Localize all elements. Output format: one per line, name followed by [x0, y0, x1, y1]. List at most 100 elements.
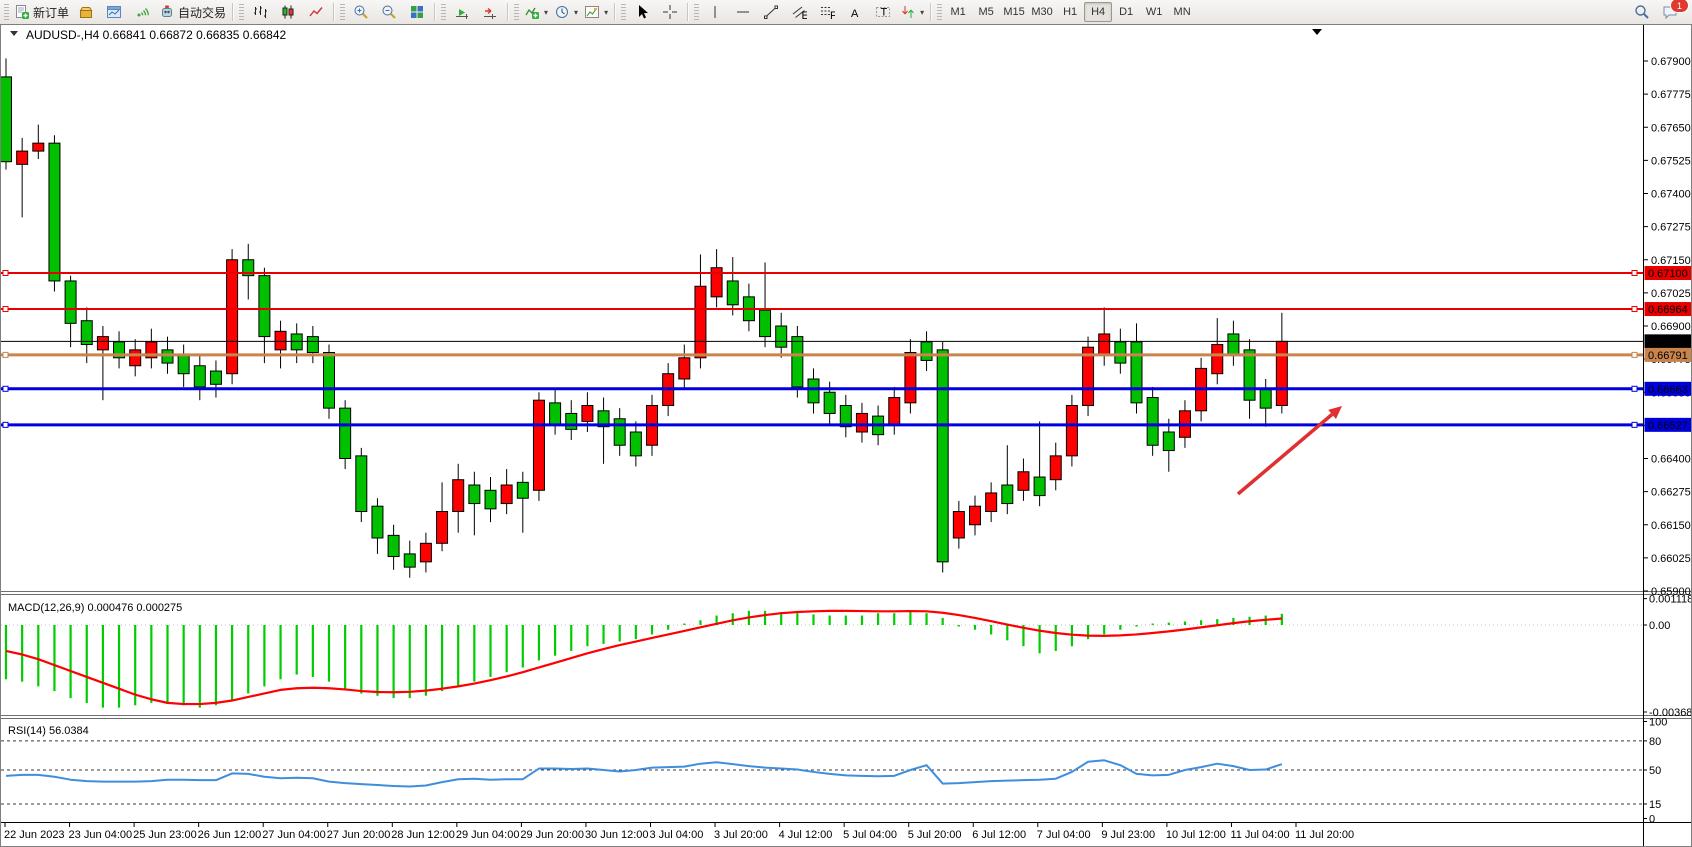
fibonacci-tool-button[interactable]: F — [813, 1, 841, 23]
autotrade-icon — [162, 5, 173, 17]
crosshair-tool-button[interactable] — [656, 1, 684, 23]
line-chart-mode-button[interactable] — [302, 1, 330, 23]
timeframe-h1-button[interactable]: H1 — [1063, 6, 1078, 18]
timeframe-m30-button[interactable]: M30 — [1031, 6, 1053, 18]
market-button[interactable] — [72, 1, 100, 23]
svg-text:3 Jul 20:00: 3 Jul 20:00 — [714, 829, 768, 841]
indicators-list-button[interactable]: ▾ — [521, 1, 551, 23]
group-drag-handle — [340, 4, 346, 20]
price-line-label: 0.66663 — [1644, 381, 1692, 396]
rsi-line — [5, 759, 1283, 788]
panel-separator[interactable] — [0, 591, 1692, 595]
zoom-out-button[interactable] — [375, 1, 403, 23]
svg-text:0.67400: 0.67400 — [1651, 189, 1691, 201]
price-line-label: 0.66964 — [1644, 302, 1692, 317]
svg-text:0.67900: 0.67900 — [1651, 56, 1691, 68]
last-bar-marker-icon[interactable] — [1312, 29, 1322, 35]
timeframe-m15-button[interactable]: M15 — [1003, 6, 1025, 18]
text-tool-button[interactable]: A — [841, 1, 869, 23]
svg-text:0.001118: 0.001118 — [1649, 594, 1692, 606]
svg-text:0.66275: 0.66275 — [1651, 487, 1691, 499]
svg-text:27 Jun 20:00: 27 Jun 20:00 — [327, 829, 391, 841]
timeframe-w1-button[interactable]: W1 — [1145, 6, 1163, 18]
new-order-label: 新订单 — [33, 5, 70, 20]
open-charts-button[interactable] — [100, 1, 128, 23]
signals-button[interactable] — [128, 1, 156, 23]
group-drag-handle — [239, 4, 245, 20]
toolbar-separator — [434, 3, 437, 21]
panel-separator[interactable] — [0, 715, 1692, 719]
toolbar: 新订单 自动交易 ▾ ▾ ▾ E F A T ▾ M1 M5 M15 M30 H1 H4 D1 W1 MN 1 — [0, 0, 1692, 25]
svg-text:26 Jun 12:00: 26 Jun 12:00 — [198, 829, 262, 841]
svg-text:0.67275: 0.67275 — [1651, 222, 1691, 234]
svg-text:0.67150: 0.67150 — [1651, 255, 1691, 267]
candlestick-mode-button[interactable] — [274, 1, 302, 23]
svg-text:15: 15 — [1649, 799, 1661, 811]
tile-windows-button[interactable] — [403, 1, 431, 23]
horizontal-line-tool-button[interactable] — [729, 1, 757, 23]
timeframe-m5-button[interactable]: M5 — [978, 6, 994, 18]
price-line-label: 0.67100 — [1644, 266, 1692, 280]
templates-icon — [585, 6, 600, 18]
rsi-label: RSI(14) 56.0384 — [8, 725, 89, 737]
auto-trading-label: 自动交易 — [178, 5, 227, 20]
cursor-tool-button[interactable] — [628, 1, 656, 23]
svg-text:T: T — [881, 7, 888, 19]
timeframe-m1-button[interactable]: M1 — [950, 6, 966, 18]
new-order-button[interactable]: 新订单 — [11, 1, 72, 23]
svg-text:9 Jul 23:00: 9 Jul 23:00 — [1101, 829, 1155, 841]
auto-scroll-button[interactable] — [448, 1, 476, 23]
bar-chart-mode-button[interactable] — [246, 1, 274, 23]
svg-text:29 Jun 20:00: 29 Jun 20:00 — [520, 829, 584, 841]
tile-icon — [411, 6, 424, 18]
toolbar-separator — [614, 3, 617, 21]
templates-list-button[interactable]: ▾ — [581, 1, 611, 23]
vertical-line-tool-button[interactable] — [701, 1, 729, 23]
rsi-levels — [1, 740, 1643, 805]
svg-text:0.66964: 0.66964 — [1648, 304, 1688, 316]
svg-text:50: 50 — [1649, 765, 1661, 777]
hline-icon — [737, 11, 750, 13]
collapse-triangle-icon[interactable] — [10, 31, 18, 36]
annotation-arrow[interactable] — [1236, 406, 1342, 496]
arrows-tool-button[interactable]: ▾ — [897, 1, 927, 23]
date-axis[interactable]: 22 Jun 2023 23 Jun 04:00 25 Jun 23:00 26 Ju… — [0, 822, 1692, 842]
svg-text:0.66400: 0.66400 — [1651, 454, 1691, 466]
svg-text:22 Jun 2023: 22 Jun 2023 — [4, 829, 65, 841]
toolbar-separator — [930, 3, 933, 21]
trendline-tool-button[interactable] — [757, 1, 785, 23]
auto-scroll-icon — [456, 9, 469, 19]
svg-text:23 Jun 04:00: 23 Jun 04:00 — [69, 829, 133, 841]
horizontal-line-objects[interactable] — [1, 270, 1643, 428]
svg-text:0.67775: 0.67775 — [1651, 89, 1691, 101]
zoom-in-button[interactable] — [347, 1, 375, 23]
timeframe-h4-button[interactable]: H4 — [1084, 2, 1113, 22]
chat-button[interactable]: 1 — [1656, 0, 1689, 23]
timeframe-d1-button[interactable]: D1 — [1119, 6, 1134, 18]
text-label-tool-button[interactable]: T — [869, 1, 897, 23]
macd-signal-line — [5, 609, 1282, 706]
crosshair-icon — [663, 5, 678, 19]
svg-text:27 Jun 04:00: 27 Jun 04:00 — [262, 829, 326, 841]
chart-shift-button[interactable] — [476, 1, 504, 23]
auto-trading-button[interactable]: 自动交易 — [156, 1, 229, 23]
search-button[interactable] — [1628, 1, 1656, 23]
svg-text:0.66527: 0.66527 — [1648, 420, 1688, 432]
cursor-icon — [639, 5, 649, 19]
toolbar-separator — [687, 3, 690, 21]
group-drag-handle — [621, 4, 627, 20]
svg-text:11 Jul 20:00: 11 Jul 20:00 — [1295, 829, 1354, 841]
svg-text:10 Jul 12:00: 10 Jul 12:00 — [1166, 829, 1226, 841]
equidistant-channel-tool-button[interactable]: E — [785, 1, 813, 23]
price-axis[interactable]: 0.67900 0.67775 0.67650 0.67525 0.67400 0.672… — [1643, 25, 1692, 846]
timeframe-mn-button[interactable]: MN — [1173, 6, 1191, 18]
periods-list-button[interactable]: ▾ — [551, 1, 581, 23]
svg-text:6 Jul 12:00: 6 Jul 12:00 — [972, 829, 1026, 841]
svg-text:80: 80 — [1649, 736, 1661, 748]
svg-text:100: 100 — [1649, 717, 1667, 729]
channel-icon: E — [792, 6, 807, 20]
candles-chart-icon — [282, 5, 294, 19]
label-icon: T — [876, 7, 891, 19]
svg-text:0.66025: 0.66025 — [1651, 553, 1691, 565]
